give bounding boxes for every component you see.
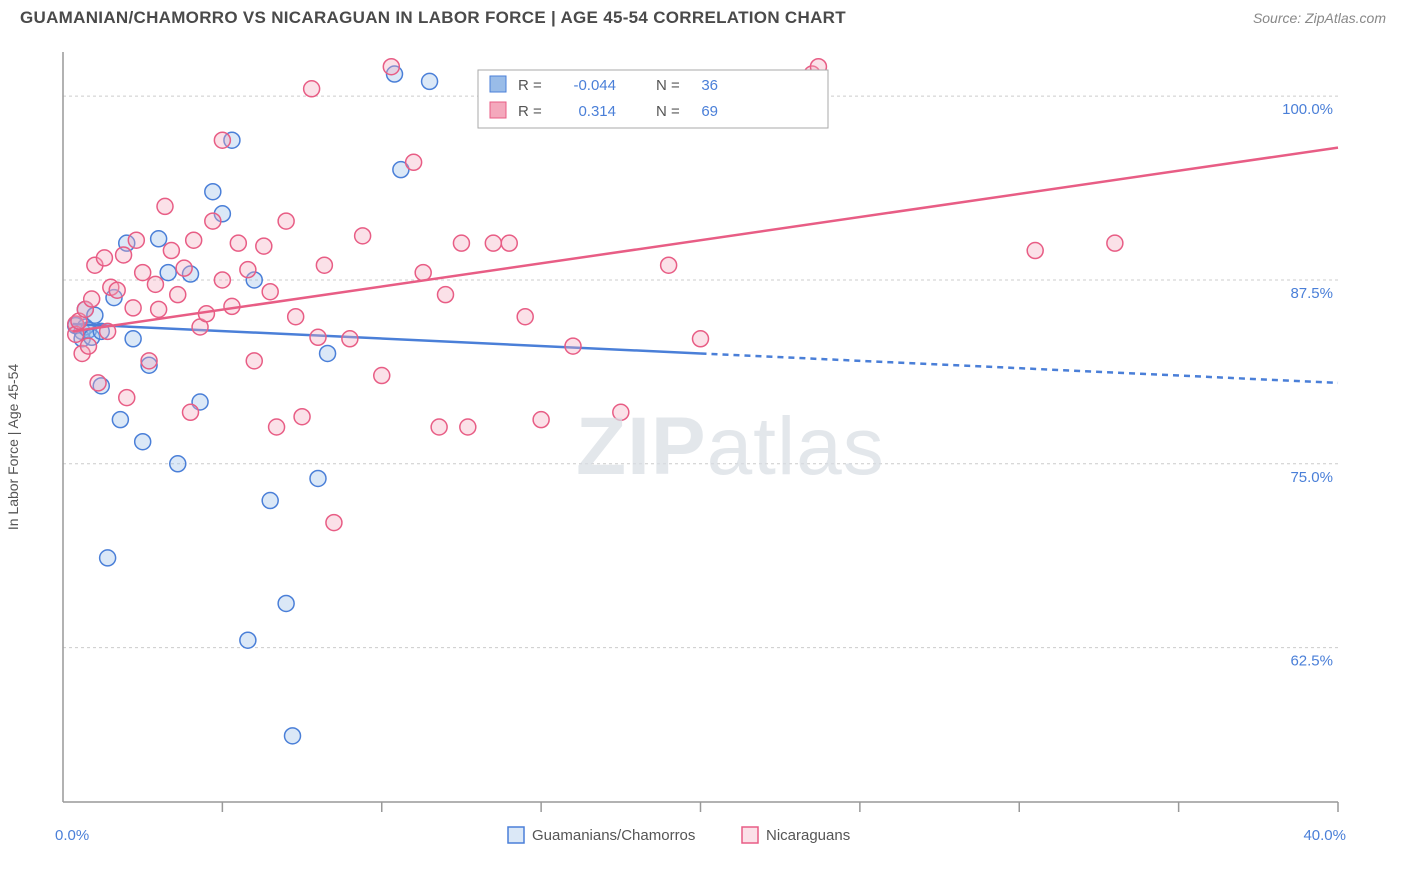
x-tick-label: 0.0% — [55, 827, 89, 844]
y-axis-label: In Labor Force | Age 45-54 — [5, 364, 21, 530]
data-point — [278, 213, 294, 229]
data-point — [163, 243, 179, 259]
data-point — [100, 550, 116, 566]
data-point — [565, 338, 581, 354]
data-point — [183, 404, 199, 420]
data-point — [460, 419, 476, 435]
source-label: Source: ZipAtlas.com — [1253, 10, 1386, 26]
data-point — [125, 300, 141, 316]
data-point — [288, 309, 304, 325]
data-point — [1107, 235, 1123, 251]
data-point — [304, 81, 320, 97]
data-point — [256, 238, 272, 254]
data-point — [151, 231, 167, 247]
data-point — [310, 329, 326, 345]
data-point — [278, 595, 294, 611]
data-point — [116, 247, 132, 263]
data-point — [422, 73, 438, 89]
legend-n-value: 36 — [701, 77, 718, 94]
data-point — [90, 375, 106, 391]
legend-n-label: N = — [656, 103, 680, 120]
data-point — [157, 198, 173, 214]
data-point — [485, 235, 501, 251]
y-tick-label: 100.0% — [1282, 101, 1333, 118]
legend-n-value: 69 — [701, 103, 718, 120]
data-point — [310, 470, 326, 486]
data-point — [320, 345, 336, 361]
x-tick-label: 40.0% — [1303, 827, 1346, 844]
data-point — [240, 262, 256, 278]
data-point — [240, 632, 256, 648]
data-point — [147, 276, 163, 292]
legend-swatch — [490, 102, 506, 118]
data-point — [170, 456, 186, 472]
data-point — [214, 132, 230, 148]
data-point — [186, 232, 202, 248]
data-point — [176, 260, 192, 276]
data-point — [415, 265, 431, 281]
data-point — [342, 331, 358, 347]
y-tick-label: 75.0% — [1290, 469, 1333, 486]
legend-n-label: N = — [656, 77, 680, 94]
data-point — [406, 154, 422, 170]
data-point — [517, 309, 533, 325]
data-point — [135, 265, 151, 281]
data-point — [96, 250, 112, 266]
data-point — [355, 228, 371, 244]
data-point — [501, 235, 517, 251]
data-point — [119, 390, 135, 406]
data-point — [112, 412, 128, 428]
data-point — [383, 59, 399, 75]
data-point — [374, 368, 390, 384]
data-point — [160, 265, 176, 281]
data-point — [205, 213, 221, 229]
legend-series-label: Nicaraguans — [766, 827, 850, 844]
data-point — [431, 419, 447, 435]
data-point — [81, 338, 97, 354]
data-point — [269, 419, 285, 435]
legend-r-value: 0.314 — [578, 103, 616, 120]
data-point — [262, 284, 278, 300]
trend-line — [73, 324, 701, 353]
legend-swatch — [742, 827, 758, 843]
legend-r-label: R = — [518, 77, 542, 94]
data-point — [262, 493, 278, 509]
data-point — [613, 404, 629, 420]
chart-title: GUAMANIAN/CHAMORRO VS NICARAGUAN IN LABO… — [20, 8, 846, 28]
legend-swatch — [508, 827, 524, 843]
data-point — [246, 353, 262, 369]
y-tick-label: 87.5% — [1290, 285, 1333, 302]
data-point — [125, 331, 141, 347]
data-point — [294, 409, 310, 425]
data-point — [214, 272, 230, 288]
data-point — [453, 235, 469, 251]
data-point — [230, 235, 246, 251]
data-point — [661, 257, 677, 273]
data-point — [170, 287, 186, 303]
legend-series-label: Guamanians/Chamorros — [532, 827, 695, 844]
legend-r-value: -0.044 — [573, 77, 616, 94]
data-point — [128, 232, 144, 248]
data-point — [151, 301, 167, 317]
data-point — [109, 282, 125, 298]
scatter-chart: 62.5% 75.0% 87.5% 100.0% 0.0% 40.0% R = -0.044 N… — [18, 32, 1388, 862]
data-point — [84, 291, 100, 307]
data-point — [1027, 243, 1043, 259]
data-point — [135, 434, 151, 450]
data-point — [205, 184, 221, 200]
y-tick-label: 62.5% — [1290, 653, 1333, 670]
data-point — [533, 412, 549, 428]
data-point — [285, 728, 301, 744]
data-point — [326, 515, 342, 531]
data-point — [438, 287, 454, 303]
data-point — [141, 353, 157, 369]
trend-line-dashed — [701, 353, 1339, 382]
chart-container: In Labor Force | Age 45-54 ZIPatlas 62.5… — [18, 32, 1388, 862]
legend-r-label: R = — [518, 103, 542, 120]
data-point — [693, 331, 709, 347]
data-point — [316, 257, 332, 273]
legend-swatch — [490, 76, 506, 92]
